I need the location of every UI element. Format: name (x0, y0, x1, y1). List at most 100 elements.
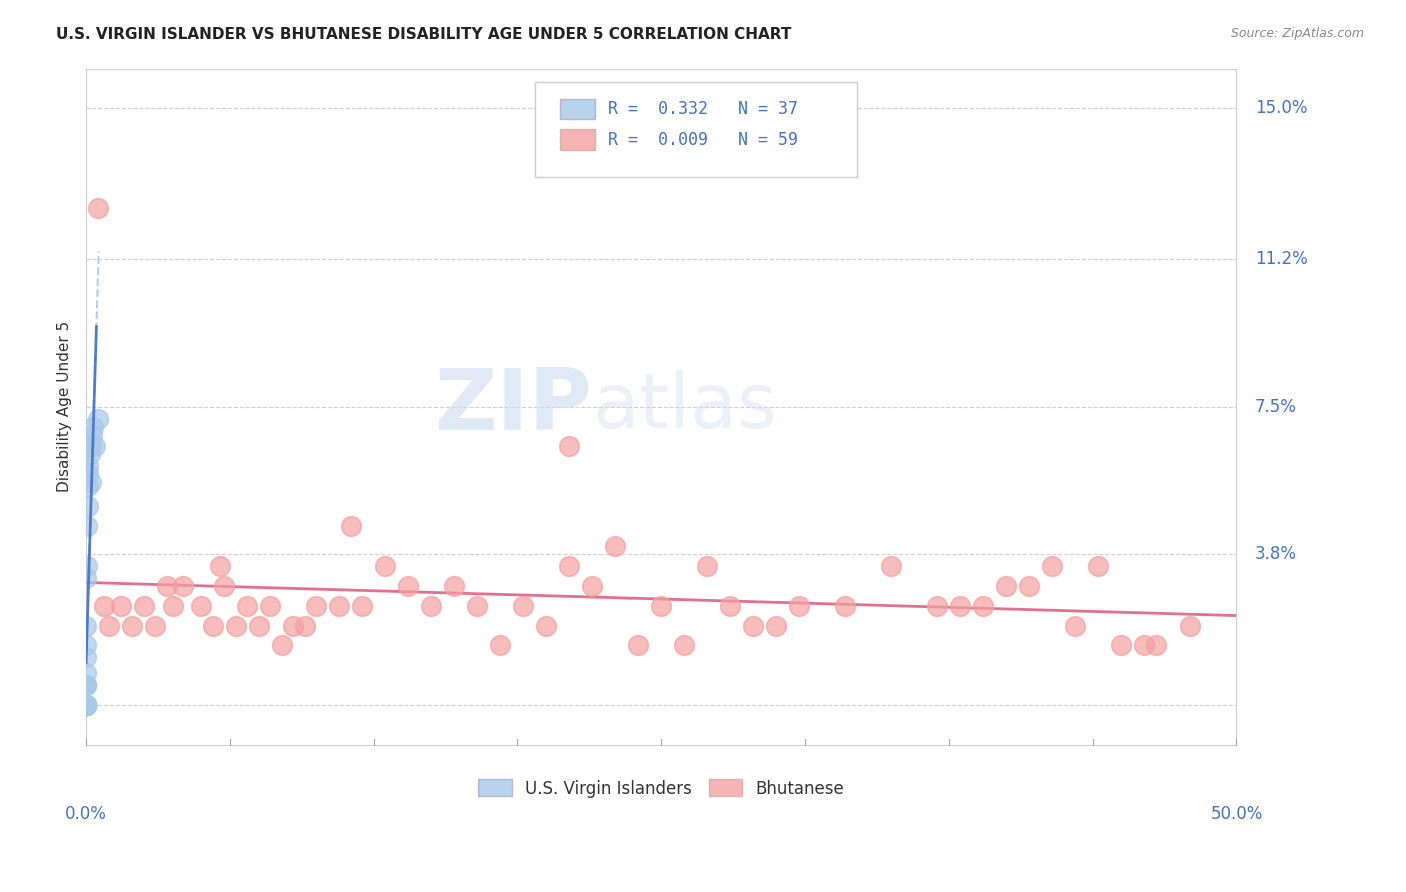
Point (673, 639, 696, 653)
Text: 0.0%: 0.0% (65, 805, 107, 822)
Point (75, 650, 97, 665)
Point (75, 698, 97, 712)
Point (75, 698, 97, 712)
Point (270, 639, 292, 653)
Point (80, 427, 103, 442)
Point (75, 618, 97, 632)
Point (247, 618, 270, 632)
Point (558, 440, 581, 454)
Text: 3.8%: 3.8% (1256, 545, 1296, 563)
Point (949, 599, 972, 613)
Point (1180, 618, 1202, 632)
Point (880, 558, 903, 573)
Point (75, 698, 97, 712)
Point (696, 558, 718, 573)
Point (489, 639, 512, 653)
Point (172, 579, 194, 593)
Point (765, 618, 787, 632)
Point (75, 698, 97, 712)
Point (328, 599, 350, 613)
Point (787, 599, 810, 613)
Point (86, 201, 108, 215)
Point (201, 618, 224, 632)
FancyBboxPatch shape (560, 99, 595, 120)
Point (352, 599, 374, 613)
Point (1064, 618, 1087, 632)
Point (121, 618, 143, 632)
Point (86, 411, 108, 425)
Point (1144, 639, 1167, 653)
Point (259, 599, 281, 613)
Point (75, 678, 97, 692)
Point (75, 698, 97, 712)
Text: U.S. VIRGIN ISLANDER VS BHUTANESE DISABILITY AGE UNDER 5 CORRELATION CHART: U.S. VIRGIN ISLANDER VS BHUTANESE DISABI… (56, 27, 792, 42)
Point (76, 558, 98, 573)
Point (93, 599, 115, 613)
Point (1133, 639, 1156, 653)
Point (558, 558, 581, 573)
Point (995, 579, 1018, 593)
Point (75, 698, 97, 712)
Point (512, 599, 534, 613)
Point (162, 599, 184, 613)
Y-axis label: Disability Age Under 5: Disability Age Under 5 (58, 321, 72, 492)
Point (75, 678, 97, 692)
Point (927, 599, 949, 613)
Point (75, 639, 97, 653)
Point (75, 698, 97, 712)
Point (75, 698, 97, 712)
Point (834, 599, 856, 613)
Point (75, 698, 97, 712)
Point (1087, 558, 1109, 573)
Point (742, 618, 765, 632)
Point (339, 519, 361, 533)
Point (79, 447, 101, 461)
Point (110, 599, 132, 613)
Point (718, 599, 741, 613)
Point (281, 618, 304, 632)
Text: ZIP: ZIP (434, 365, 592, 448)
Point (98, 618, 121, 632)
Point (465, 599, 488, 613)
Point (208, 558, 231, 573)
Point (650, 599, 672, 613)
Point (84, 440, 107, 454)
FancyBboxPatch shape (534, 82, 856, 177)
Point (155, 579, 177, 593)
Point (374, 558, 396, 573)
Point (294, 618, 316, 632)
Point (605, 539, 627, 553)
Legend: U.S. Virgin Islanders, Bhutanese: U.S. Virgin Islanders, Bhutanese (472, 772, 851, 805)
Text: atlas: atlas (592, 369, 778, 443)
Point (1042, 558, 1064, 573)
Point (534, 618, 557, 632)
Point (1111, 639, 1133, 653)
Point (581, 579, 603, 593)
Point (212, 579, 235, 593)
Point (396, 579, 419, 593)
Point (82, 419, 104, 434)
Text: 11.2%: 11.2% (1256, 251, 1308, 268)
Point (627, 639, 650, 653)
Point (79, 440, 101, 454)
Point (77, 479, 100, 493)
Point (77, 499, 100, 513)
Point (972, 599, 994, 613)
Text: R =  0.009   N = 59: R = 0.009 N = 59 (609, 130, 799, 149)
Point (75, 698, 97, 712)
Point (420, 599, 443, 613)
Point (75, 571, 97, 585)
Text: 7.5%: 7.5% (1256, 398, 1296, 416)
Point (443, 579, 465, 593)
Text: R =  0.332   N = 37: R = 0.332 N = 37 (609, 100, 799, 118)
Point (75, 698, 97, 712)
Point (75, 698, 97, 712)
Point (75, 698, 97, 712)
Point (75, 698, 97, 712)
Point (75, 698, 97, 712)
Point (190, 599, 212, 613)
Text: 50.0%: 50.0% (1211, 805, 1263, 822)
Point (75, 678, 97, 692)
Text: Source: ZipAtlas.com: Source: ZipAtlas.com (1230, 27, 1364, 40)
FancyBboxPatch shape (560, 129, 595, 150)
